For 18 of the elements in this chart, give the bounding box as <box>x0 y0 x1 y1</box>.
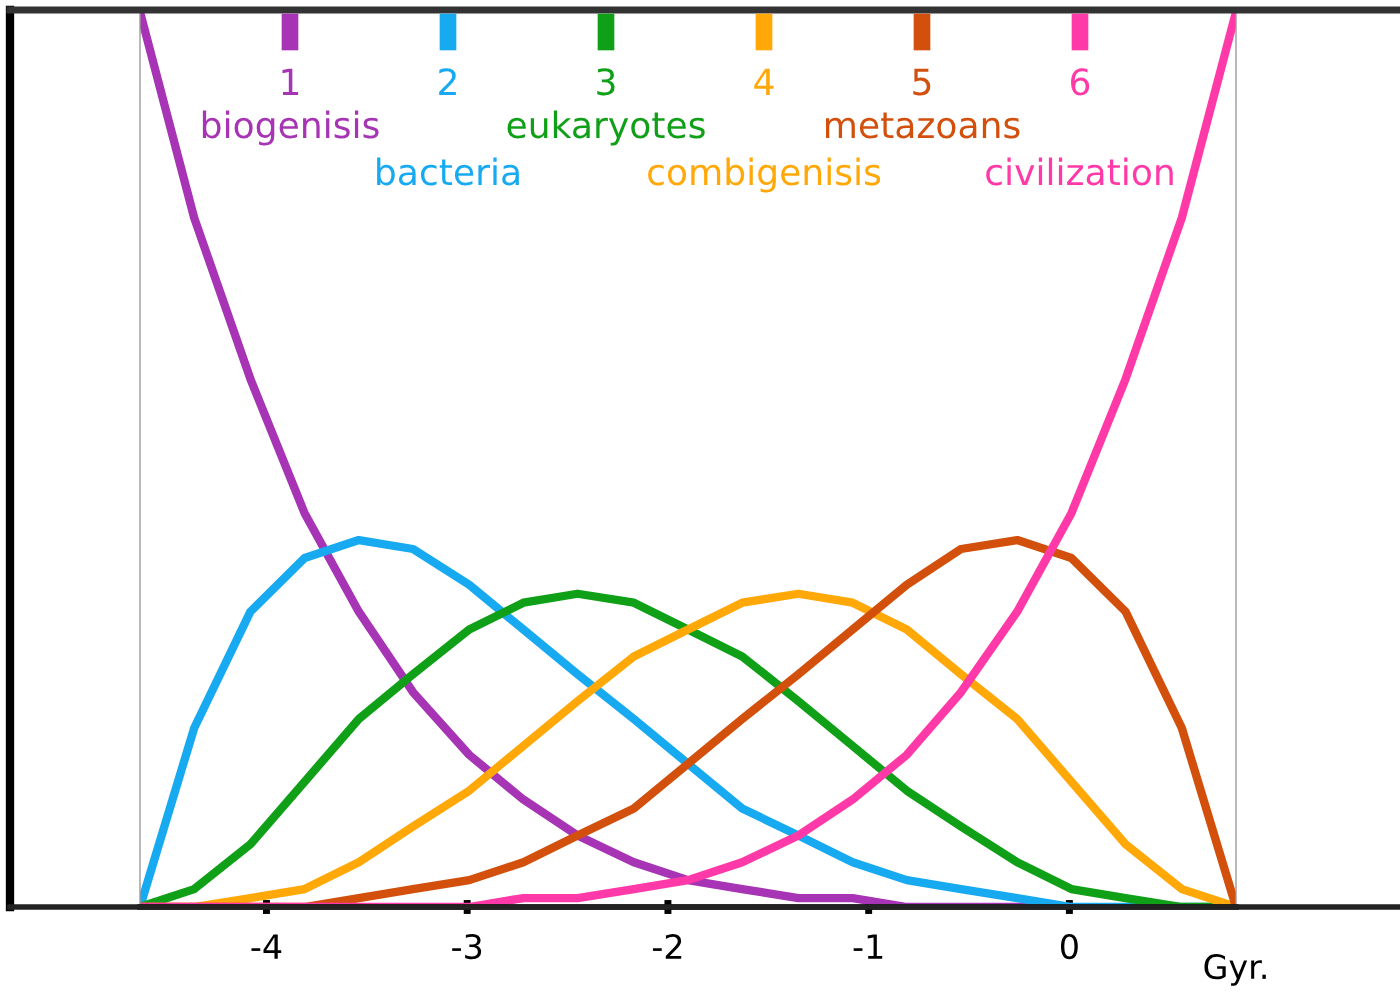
x-tick-label: -4 <box>251 934 282 959</box>
annotation: 3 <box>597 68 615 96</box>
text: combigenisis <box>648 157 881 193</box>
text: bacteria <box>377 157 519 186</box>
x-tick-label: -1 <box>853 934 883 959</box>
series-label: biogenisis <box>202 110 379 146</box>
x-tick-label: 0 <box>1060 933 1078 960</box>
annotation: 1 <box>282 68 299 95</box>
series-label: civilization <box>986 157 1173 186</box>
text: metazoans <box>826 112 1020 139</box>
x-axis-title: Gyr. <box>1204 954 1266 986</box>
x-tick-label: -3 <box>452 933 482 960</box>
annotation: 4 <box>754 68 774 95</box>
annotation: 6 <box>1071 68 1090 96</box>
annotation: 2 <box>439 68 456 95</box>
annotation: 5 <box>913 68 931 96</box>
x-tick-label: -2 <box>652 933 682 959</box>
text: eukaryotes <box>507 110 705 146</box>
